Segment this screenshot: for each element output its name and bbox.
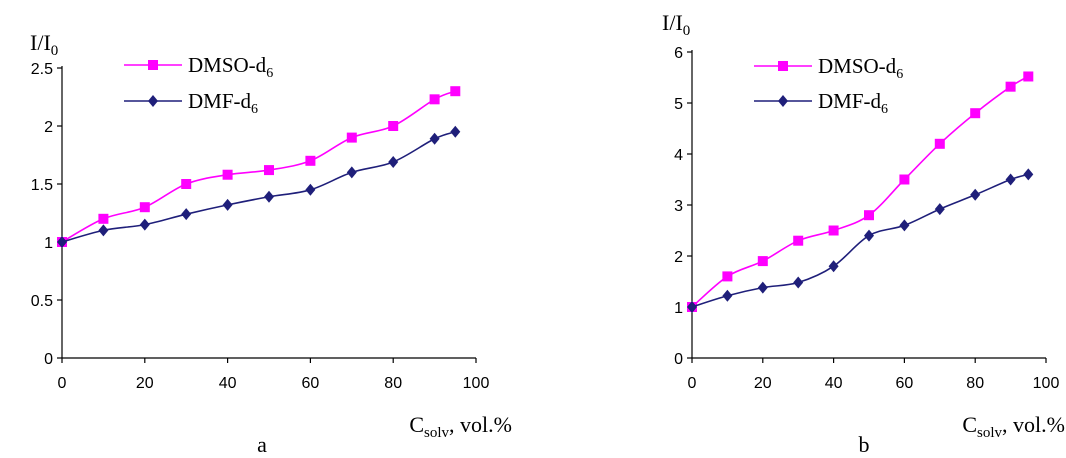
- data-point-diamond: [1005, 173, 1016, 186]
- panel-label: b: [859, 432, 870, 457]
- series-dmf-d6: [57, 125, 461, 248]
- data-point-diamond: [388, 155, 399, 168]
- chart-panel-a: 0 0.5 1 1.5 2 2.5 0 20 40 60 80 100 I/I0 Csolv, vol.%…: [30, 30, 512, 457]
- y-tick-label: 5: [674, 96, 683, 113]
- data-point-square: [828, 225, 839, 236]
- series-line: [61, 90, 456, 243]
- data-point-diamond: [757, 281, 768, 294]
- legend-label: DMF-d6: [188, 89, 258, 117]
- series-dmso-d6: [57, 86, 461, 247]
- data-point-square: [1023, 71, 1034, 82]
- data-point-diamond: [687, 301, 697, 313]
- legend-marker-diamond: [778, 95, 788, 107]
- legend-marker-diamond: [148, 95, 158, 107]
- x-tick-label: 80: [966, 375, 984, 392]
- data-point-square: [757, 256, 768, 267]
- legend-entry: DMF-d6: [124, 89, 258, 117]
- legend-label: DMSO-d6: [818, 54, 903, 82]
- x-axis-label: Csolv, vol.%: [409, 412, 512, 441]
- data-point-square: [139, 202, 150, 213]
- data-point-square: [222, 169, 233, 180]
- y-tick-label: 0.5: [31, 293, 53, 310]
- data-point-diamond: [57, 236, 67, 248]
- data-point-diamond: [828, 260, 839, 273]
- y-tick-label: 2.5: [31, 61, 53, 78]
- data-point-square: [899, 174, 910, 185]
- x-tick-label: 40: [825, 375, 843, 392]
- x-tick-label: 20: [136, 375, 154, 392]
- data-point-square: [264, 165, 274, 176]
- panel-label: a: [257, 432, 267, 457]
- data-point-square: [1005, 81, 1016, 92]
- data-point-square: [98, 213, 109, 224]
- x-tick-label: 40: [219, 375, 237, 392]
- series-dmf-d6: [687, 168, 1034, 313]
- data-point-square: [970, 108, 981, 119]
- y-tick-label: 4: [674, 147, 683, 164]
- legend-entry: DMF-d6: [754, 89, 888, 117]
- data-point-diamond: [139, 218, 150, 231]
- data-point-diamond: [864, 229, 874, 242]
- y-tick-label: 1: [674, 300, 683, 317]
- data-point-diamond: [264, 190, 274, 203]
- data-point-diamond: [970, 188, 981, 201]
- data-point-diamond: [346, 166, 357, 179]
- legend-marker-square: [778, 61, 788, 71]
- data-point-diamond: [305, 183, 316, 196]
- y-tick-label: 1.5: [31, 177, 53, 194]
- y-tick-label: 2: [674, 249, 683, 266]
- y-tick-label: 2: [44, 119, 53, 136]
- data-point-square: [388, 121, 399, 131]
- data-point-square: [864, 210, 874, 221]
- legend-entry: DMSO-d6: [754, 54, 903, 82]
- legend-label: DMF-d6: [818, 89, 888, 117]
- data-point-square: [429, 94, 440, 105]
- data-point-square: [722, 271, 733, 282]
- data-point-square: [793, 235, 804, 246]
- x-tick-label: 100: [1033, 375, 1060, 392]
- y-axis-label: I/I0: [662, 10, 690, 39]
- y-tick-label: 0: [674, 351, 683, 368]
- x-tick-label: 100: [463, 375, 490, 392]
- series-dmso-d6: [687, 71, 1034, 312]
- y-tick-label: 0: [44, 351, 53, 368]
- data-point-square: [934, 138, 945, 149]
- x-tick-label: 60: [896, 375, 914, 392]
- data-point-diamond: [722, 289, 733, 302]
- data-point-diamond: [793, 276, 804, 289]
- data-point-square: [450, 86, 461, 97]
- y-tick-label: 6: [674, 45, 683, 62]
- data-point-diamond: [934, 203, 945, 216]
- data-point-diamond: [98, 224, 109, 237]
- y-axis-label: I/I0: [30, 30, 58, 59]
- y-tick-label: 1: [44, 235, 53, 252]
- data-point-diamond: [222, 198, 233, 211]
- data-point-diamond: [181, 208, 192, 221]
- x-tick-label: 0: [58, 375, 67, 392]
- legend-entry: DMSO-d6: [124, 53, 273, 81]
- data-point-diamond: [450, 125, 461, 138]
- data-point-square: [305, 155, 316, 166]
- data-point-square: [181, 179, 192, 189]
- x-tick-label: 80: [384, 375, 402, 392]
- data-point-diamond: [429, 132, 440, 145]
- x-tick-label: 0: [688, 375, 697, 392]
- x-tick-label: 60: [302, 375, 320, 392]
- data-point-diamond: [899, 219, 910, 232]
- y-tick-label: 3: [674, 198, 683, 215]
- x-axis-label: Csolv, vol.%: [962, 412, 1065, 441]
- data-point-diamond: [1023, 168, 1034, 181]
- legend-label: DMSO-d6: [188, 53, 273, 81]
- x-tick-label: 20: [754, 375, 772, 392]
- data-point-square: [346, 132, 357, 143]
- series-line: [61, 131, 456, 243]
- legend-marker-square: [148, 60, 158, 70]
